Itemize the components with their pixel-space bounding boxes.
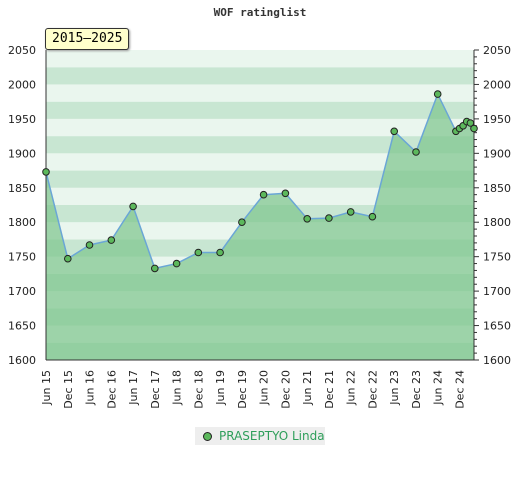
data-point — [346, 208, 355, 216]
legend-series-name: PRASEPTYO Linda — [219, 429, 325, 443]
x-tick-label: Jun 15 — [40, 370, 53, 406]
x-tick-label: Dec 22 — [366, 370, 379, 409]
x-tick-label: Dec 23 — [410, 370, 423, 409]
y-tick-label-left: 1700 — [8, 285, 36, 298]
x-tick-label: Jun 23 — [388, 370, 401, 406]
grid-band — [46, 118, 474, 137]
data-point — [466, 119, 475, 127]
data-point — [216, 248, 224, 257]
y-tick-label-right: 1950 — [483, 113, 511, 126]
grid-band — [46, 153, 474, 171]
data-point — [303, 215, 312, 223]
x-tick-label: Jun 24 — [432, 370, 445, 406]
data-point — [325, 214, 333, 222]
data-point — [194, 248, 203, 257]
x-tick-label: Jun 19 — [214, 370, 227, 406]
data-point — [151, 264, 159, 273]
x-tick-label: Jun 18 — [171, 370, 184, 406]
x-tick-label: Dec 19 — [236, 370, 249, 409]
y-tick-label-left: 1900 — [8, 147, 36, 160]
data-point — [64, 254, 72, 263]
y-tick-label-left: 1800 — [8, 216, 36, 229]
x-tick-label: Jun 21 — [301, 370, 314, 406]
y-tick-label-right: 2000 — [483, 78, 511, 91]
data-point — [238, 218, 246, 226]
data-point — [42, 168, 50, 176]
grid-band — [46, 84, 474, 102]
data-point — [259, 190, 268, 199]
y-tick-label-left: 1750 — [8, 251, 36, 264]
legend-marker — [203, 432, 212, 441]
data-point — [85, 241, 94, 249]
data-point — [281, 189, 290, 198]
x-tick-label: Dec 15 — [62, 370, 75, 409]
grid-band — [46, 136, 474, 154]
x-tick-label: Dec 18 — [192, 370, 205, 409]
data-point — [172, 259, 181, 268]
chart-title: WOF ratinglist — [213, 6, 307, 19]
y-tick-label-right: 1900 — [483, 147, 511, 160]
grid-band — [46, 50, 474, 68]
y-tick-label-left: 1600 — [8, 354, 36, 367]
grid-band — [46, 67, 474, 85]
data-point — [433, 90, 442, 98]
x-tick-label: Dec 21 — [323, 370, 336, 409]
y-tick-label-right: 1750 — [483, 251, 511, 264]
data-point — [368, 212, 377, 221]
y-tick-label-left: 2000 — [8, 78, 36, 91]
y-tick-label-right: 2050 — [483, 44, 511, 57]
period-badge: 2015–2025 — [45, 28, 130, 50]
y-tick-label-right: 1700 — [483, 285, 511, 298]
grid-band — [46, 187, 474, 205]
x-tick-label: Jun 22 — [345, 370, 358, 406]
y-tick-label-right: 1800 — [483, 216, 511, 229]
data-point — [129, 202, 137, 211]
y-tick-label-right: 1650 — [483, 320, 511, 333]
data-point — [107, 236, 116, 244]
grid-band — [46, 170, 474, 188]
data-point — [470, 124, 478, 133]
y-tick-label-left: 2050 — [8, 44, 36, 57]
y-tick-label-right: 1850 — [483, 182, 511, 195]
x-tick-label: Jun 16 — [84, 370, 97, 406]
x-tick-label: Jun 20 — [258, 370, 271, 406]
x-tick-label: Dec 20 — [279, 370, 292, 409]
legend[interactable]: PRASEPTYO Linda — [195, 427, 325, 445]
series-area — [46, 94, 474, 360]
data-point — [412, 148, 420, 156]
x-tick-label: Dec 16 — [105, 370, 118, 409]
x-tick-label: Dec 17 — [149, 370, 162, 409]
x-tick-label: Dec 24 — [453, 370, 466, 409]
y-tick-label-right: 1600 — [483, 354, 511, 367]
grid-band — [46, 101, 474, 119]
y-tick-label-left: 1650 — [8, 320, 36, 333]
y-tick-label-left: 1850 — [8, 182, 36, 195]
x-tick-label: Jun 17 — [127, 370, 140, 406]
y-tick-label-left: 1950 — [8, 113, 36, 126]
data-point — [390, 127, 399, 136]
